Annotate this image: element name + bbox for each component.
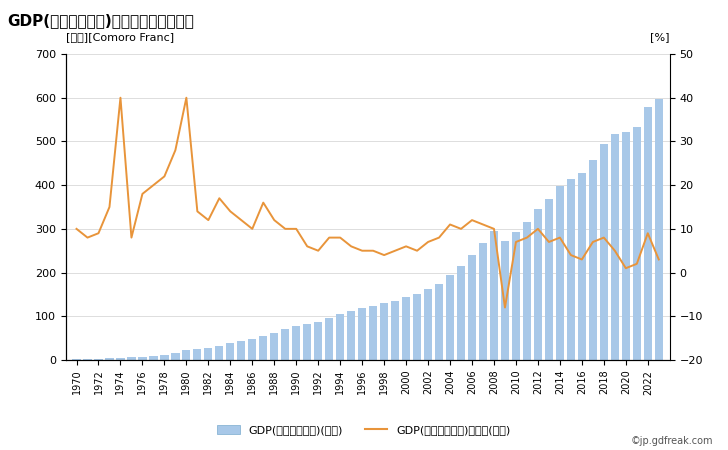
GDP(自国通貨名目)成長率(右軸)	[424, 239, 432, 245]
Bar	[336, 314, 344, 360]
Bar	[512, 232, 520, 360]
Bar	[545, 199, 553, 360]
Bar	[314, 322, 323, 360]
GDP(自国通貨名目)成長率(右軸)	[72, 226, 81, 232]
Line: GDP(自国通貨名目)成長率(右軸): GDP(自国通貨名目)成長率(右軸)	[76, 98, 659, 307]
Text: ©jp.gdfreak.com: ©jp.gdfreak.com	[631, 436, 713, 446]
Bar	[325, 319, 333, 360]
Bar	[237, 341, 245, 360]
Bar	[303, 324, 312, 360]
Bar	[391, 301, 399, 360]
Bar	[457, 266, 465, 360]
GDP(自国通貨名目)成長率(右軸)	[116, 95, 124, 100]
Bar	[259, 336, 267, 360]
Bar	[116, 358, 124, 360]
Bar	[578, 173, 586, 360]
Bar	[95, 359, 103, 360]
Bar	[369, 306, 377, 360]
GDP(自国通貨名目)成長率(右軸)	[478, 222, 487, 227]
Bar	[490, 231, 498, 360]
Text: GDP(自国通貨名目)とその成長率の推移: GDP(自国通貨名目)とその成長率の推移	[7, 14, 194, 28]
Bar	[600, 144, 608, 360]
GDP(自国通貨名目)成長率(右軸)	[435, 235, 443, 240]
Bar	[555, 186, 564, 360]
GDP(自国通貨名目)成長率(右軸)	[182, 95, 191, 100]
Bar	[215, 346, 223, 360]
Text: [十億][Comoro Franc]: [十億][Comoro Franc]	[66, 32, 174, 42]
GDP(自国通貨名目)成長率(右軸)	[402, 243, 411, 249]
Bar	[182, 351, 191, 360]
Bar	[292, 326, 301, 360]
Bar	[358, 308, 366, 360]
Text: [%]: [%]	[650, 32, 670, 42]
Bar	[193, 349, 202, 360]
Bar	[567, 179, 575, 360]
GDP(自国通貨名目)成長率(右軸)	[303, 243, 312, 249]
Bar	[479, 243, 487, 360]
Bar	[622, 132, 630, 360]
Bar	[171, 353, 180, 360]
Bar	[160, 355, 168, 360]
Bar	[501, 241, 509, 360]
Bar	[413, 293, 422, 360]
Bar	[611, 134, 619, 360]
Bar	[127, 357, 135, 360]
Bar	[402, 297, 410, 360]
Bar	[226, 343, 234, 360]
Bar	[424, 289, 432, 360]
Bar	[534, 209, 542, 360]
Bar	[589, 160, 597, 360]
Bar	[106, 358, 114, 360]
Legend: GDP(自国通貨名目)(左軸), GDP(自国通貨名目)成長率(右軸): GDP(自国通貨名目)(左軸), GDP(自国通貨名目)成長率(右軸)	[213, 421, 515, 440]
Bar	[633, 127, 641, 360]
Bar	[84, 359, 92, 360]
Bar	[446, 275, 454, 360]
GDP(自国通貨名目)成長率(右軸)	[654, 257, 663, 262]
GDP(自国通貨名目)成長率(右軸)	[501, 305, 510, 310]
Bar	[205, 348, 213, 360]
Bar	[523, 222, 531, 360]
Bar	[281, 329, 289, 360]
Bar	[435, 284, 443, 360]
Bar	[270, 333, 278, 360]
Bar	[347, 311, 355, 360]
Bar	[149, 356, 157, 360]
Bar	[72, 359, 81, 360]
Bar	[248, 339, 256, 360]
Bar	[468, 255, 476, 360]
Bar	[138, 357, 146, 360]
Bar	[380, 303, 388, 360]
Bar	[654, 99, 663, 360]
Bar	[644, 108, 652, 360]
